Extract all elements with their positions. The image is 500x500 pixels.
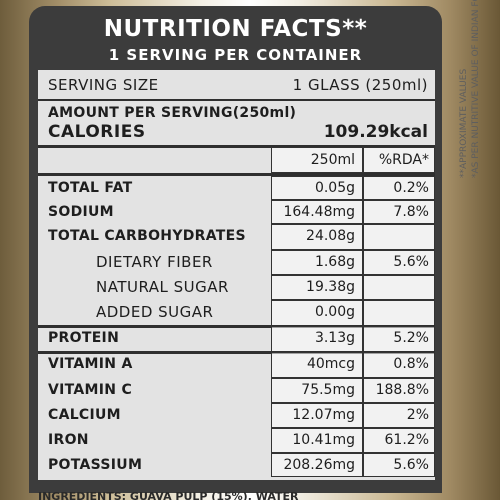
nutrient-rda: 61.2% — [384, 432, 429, 448]
nutrient-amount: 1.68g — [314, 254, 355, 270]
divider-thick — [38, 325, 435, 328]
nutrient-label: NATURAL SUGAR — [96, 278, 229, 296]
nutrient-rda: 2% — [406, 407, 429, 423]
divider-thick — [38, 145, 435, 148]
rda-cell — [363, 453, 435, 477]
rda-cell — [363, 352, 435, 378]
nutrient-rda: 188.8% — [375, 382, 429, 398]
divider-thick — [38, 173, 435, 176]
amount-cell — [271, 428, 363, 453]
nutrient-label: POTASSIUM — [48, 457, 143, 473]
nutrient-label: CALCIUM — [48, 407, 121, 423]
amount-cell — [271, 176, 363, 200]
nutrient-label: DIETARY FIBER — [96, 253, 213, 271]
nutrient-amount: 164.48mg — [283, 204, 355, 220]
nutrient-label: IRON — [48, 432, 89, 448]
amount-column-header: 250ml — [310, 152, 355, 168]
nutrient-rda: 0.2% — [393, 180, 429, 196]
serving-size-value: 1 GLASS (250ml) — [292, 76, 428, 94]
nutrient-label: SODIUM — [48, 204, 114, 220]
rda-cell — [363, 300, 435, 326]
rda-cell — [363, 403, 435, 428]
amount-cell — [271, 200, 363, 224]
calories-label: CALORIES — [48, 122, 146, 142]
nutrient-rda: 5.6% — [393, 457, 429, 473]
nutrient-amount: 75.5mg — [301, 382, 355, 398]
rda-cell — [363, 275, 435, 300]
amount-cell — [271, 403, 363, 428]
amount-cell — [271, 275, 363, 300]
nutrient-amount: 40mcg — [306, 356, 355, 372]
rda-cell — [363, 224, 435, 250]
nutrient-amount: 24.08g — [306, 228, 355, 244]
nutrient-amount: 12.07mg — [292, 407, 355, 423]
rda-cell — [363, 200, 435, 224]
amount-per-serving-label: AMOUNT PER SERVING(250ml) — [48, 105, 297, 121]
rda-cell — [363, 428, 435, 453]
nutrient-amount: 208.26mg — [283, 457, 355, 473]
nutrient-label: TOTAL CARBOHYDRATES — [48, 228, 246, 244]
nutrient-label: ADDED SUGAR — [96, 303, 214, 321]
rda-column-header-cell — [363, 147, 435, 173]
nutrition-title: NUTRITION FACTS** — [103, 16, 368, 42]
footnote-source: *AS PER NUTRITIVE VALUE OF INDIAN FOODS,… — [471, 0, 481, 178]
nutrient-amount: 10.41mg — [292, 432, 355, 448]
divider — [38, 99, 435, 101]
nutrient-label: VITAMIN A — [48, 356, 133, 372]
nutrient-amount: 0.05g — [314, 180, 355, 196]
footnotes: **APPROXIMATE VALUES *AS PER NUTRITIVE V… — [458, 0, 482, 178]
amount-column-header-cell — [271, 147, 363, 173]
nutrient-amount: 0.00g — [314, 304, 355, 320]
nutrient-rda: 0.8% — [393, 356, 429, 372]
calories-value: 109.29kcal — [323, 122, 428, 142]
amount-cell — [271, 453, 363, 477]
nutrient-rda: 7.8% — [393, 204, 429, 220]
amount-cell — [271, 352, 363, 378]
ingredients-text: INGREDIENTS: GUAVA PULP (15%), WATER — [38, 490, 299, 500]
nutrient-amount: 19.38g — [306, 279, 355, 295]
rda-column-header: %RDA* — [378, 152, 429, 168]
nutrient-amount: 3.13g — [314, 330, 355, 346]
amount-cell — [271, 250, 363, 275]
nutrient-rda: 5.6% — [393, 254, 429, 270]
servings-per-container: 1 SERVING PER CONTAINER — [108, 46, 363, 64]
rda-cell — [363, 326, 435, 352]
serving-size-label: SERVING SIZE — [48, 76, 159, 94]
amount-cell — [271, 326, 363, 352]
nutrient-label: PROTEIN — [48, 330, 120, 346]
rda-cell — [363, 378, 435, 403]
nutrient-label: VITAMIN C — [48, 382, 133, 398]
rda-cell — [363, 176, 435, 200]
divider-thick — [38, 351, 435, 354]
amount-cell — [271, 224, 363, 250]
nutrient-rda: 5.2% — [393, 330, 429, 346]
rda-cell — [363, 250, 435, 275]
footnote-approximate: **APPROXIMATE VALUES — [459, 68, 469, 178]
amount-cell — [271, 378, 363, 403]
nutrient-label: TOTAL FAT — [48, 180, 133, 196]
